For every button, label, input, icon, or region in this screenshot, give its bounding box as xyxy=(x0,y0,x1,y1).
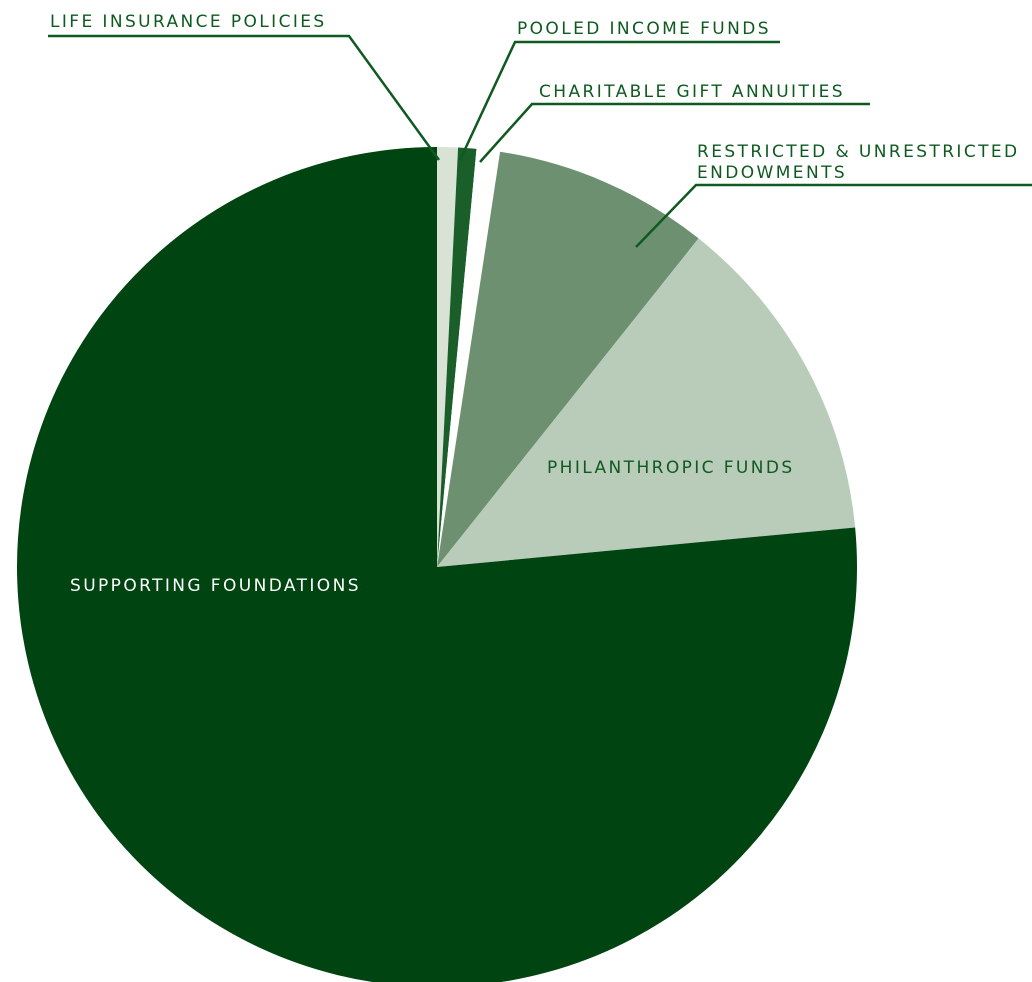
slice-life-insurance-policies xyxy=(437,147,459,567)
label-life-insurance-policies: LIFE INSURANCE POLICIES xyxy=(50,12,327,32)
leader-life-insurance-policies xyxy=(48,34,441,161)
slice-supporting-foundations xyxy=(17,147,857,982)
leader-lines xyxy=(48,34,1032,248)
slice-charitable-gift-annuities xyxy=(437,148,501,568)
leader-restricted-unrestricted-endowments xyxy=(635,183,1032,248)
leader-charitable-gift-annuities xyxy=(479,102,870,163)
leader-pooled-income-funds xyxy=(458,40,780,161)
slice-restricted-unrestricted-endowments xyxy=(437,151,699,567)
slice-pooled-income-funds xyxy=(437,147,477,567)
pie-slices xyxy=(17,147,857,982)
label-restricted-unrestricted-line-2: ENDOWMENTS xyxy=(697,163,847,183)
label-restricted-unrestricted-line-1: RESTRICTED & UNRESTRICTED xyxy=(697,142,1020,162)
label-charitable-gift-annuities: CHARITABLE GIFT ANNUITIES xyxy=(539,82,845,102)
label-pooled-income-funds: POOLED INCOME FUNDS xyxy=(517,19,771,39)
label-philanthropic-funds: PHILANTHROPIC FUNDS xyxy=(547,458,795,478)
label-supporting-foundations: SUPPORTING FOUNDATIONS xyxy=(70,576,361,596)
slice-philanthropic-funds xyxy=(437,238,856,567)
